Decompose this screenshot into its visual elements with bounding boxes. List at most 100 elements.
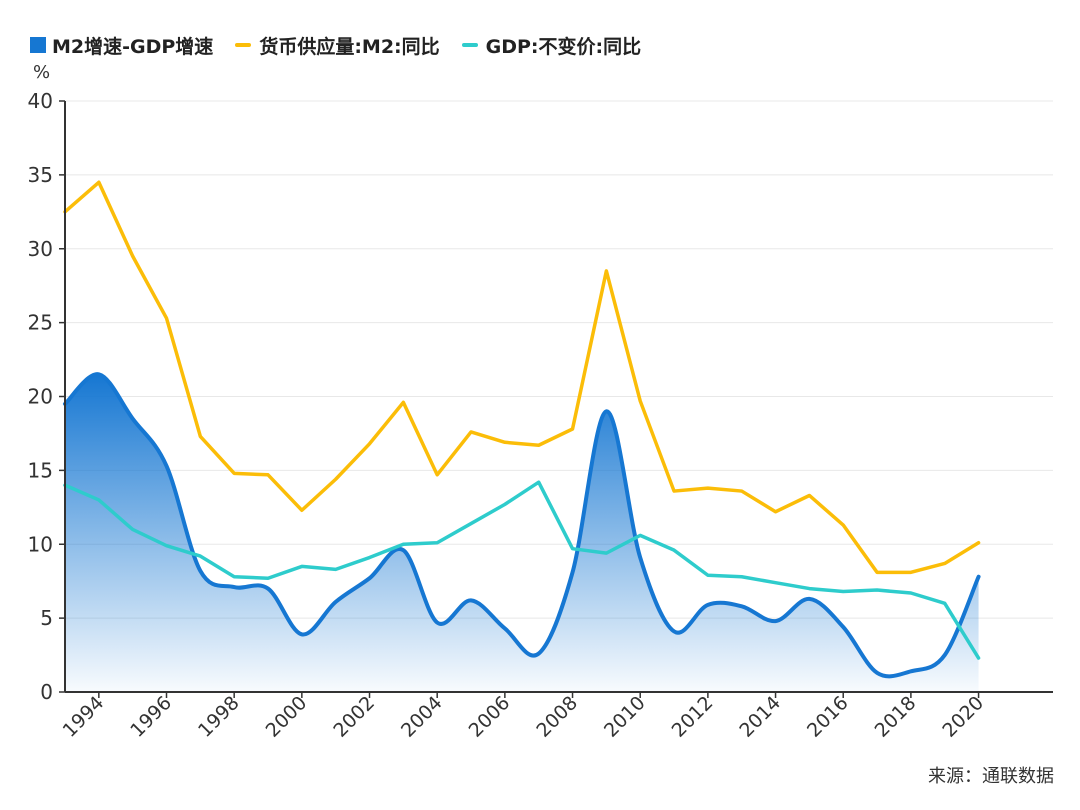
data-point-s2-2002: [368, 556, 372, 560]
data-point-s0-2012: [706, 603, 710, 607]
y-tick-label-15: 15: [28, 458, 53, 482]
data-point-s1-2006: [503, 440, 507, 444]
data-point-s1-2016: [841, 523, 845, 527]
series-line-0: [63, 372, 981, 679]
legend-swatch-m2: [235, 43, 252, 47]
data-point-s1-2001: [334, 477, 338, 481]
data-point-s0-1997: [198, 569, 202, 573]
data-point-s2-2020: [977, 656, 981, 660]
y-axis-unit-label: %: [33, 62, 51, 83]
data-point-s1-2004: [435, 473, 439, 477]
data-point-s0-2004: [435, 621, 439, 625]
data-point-s2-2011: [672, 548, 676, 552]
line-layer: [63, 180, 981, 679]
data-point-s0-2016: [841, 625, 845, 629]
data-point-s0-2001: [334, 600, 338, 604]
data-point-s0-1995: [131, 417, 135, 421]
data-point-s0-2000: [300, 632, 304, 636]
legend-item-gdp[interactable]: GDP:不变价:同比: [461, 32, 642, 59]
y-tick-label-40: 40: [28, 89, 53, 113]
y-tick-label-35: 35: [28, 163, 53, 187]
data-point-s0-1998: [232, 585, 236, 589]
data-point-s2-2018: [909, 591, 913, 595]
x-tick-label-2002: 2002: [329, 692, 379, 742]
data-point-s1-2012: [706, 486, 710, 490]
data-point-s1-2000: [300, 508, 304, 512]
x-tick-label-1994: 1994: [59, 692, 109, 742]
data-point-s1-2018: [909, 570, 913, 574]
data-point-s1-1994: [97, 180, 101, 184]
data-point-s1-2010: [638, 399, 642, 403]
data-point-s0-2019: [943, 653, 947, 657]
data-point-s0-2003: [401, 548, 405, 552]
data-point-s2-2006: [503, 502, 507, 506]
data-point-s1-2011: [672, 489, 676, 493]
series-area-fill-0: [65, 374, 979, 692]
x-tick-label-2018: 2018: [871, 692, 921, 742]
data-point-s0-2014: [774, 619, 778, 623]
data-point-s0-2008: [571, 570, 575, 574]
x-tick-label-2010: 2010: [600, 692, 650, 742]
source-note: 来源：通联数据: [928, 766, 1054, 787]
legend-swatch-gdp: [461, 43, 478, 47]
data-point-s0-2005: [469, 598, 473, 602]
y-tick-label-30: 30: [28, 237, 53, 261]
y-tick-label-10: 10: [28, 532, 53, 556]
data-point-s0-1994: [97, 372, 101, 376]
data-point-s1-2005: [469, 430, 473, 434]
data-point-s1-2020: [977, 541, 981, 545]
data-point-s1-2017: [875, 570, 879, 574]
data-point-s0-2020: [977, 575, 981, 579]
data-point-s1-2007: [537, 443, 541, 447]
data-point-s1-1996: [165, 316, 169, 320]
data-point-s1-2003: [401, 400, 405, 404]
data-point-s2-2001: [334, 567, 338, 571]
data-point-s0-2015: [807, 597, 811, 601]
x-tick-label-2000: 2000: [262, 692, 312, 742]
data-point-s2-2000: [300, 564, 304, 568]
x-tick-label-2014: 2014: [735, 692, 785, 742]
data-point-s2-2003: [401, 542, 405, 546]
data-point-s0-2017: [875, 671, 879, 675]
legend-item-m2[interactable]: 货币供应量:M2:同比: [235, 32, 440, 59]
data-point-s0-2006: [503, 626, 507, 630]
data-point-s1-2014: [774, 510, 778, 514]
x-tick-label-2004: 2004: [397, 692, 447, 742]
legend: M2增速-GDP增速 货币供应量:M2:同比 GDP:不变价:同比: [30, 30, 663, 60]
legend-label-gdp: GDP:不变价:同比: [485, 35, 642, 58]
data-point-s0-2009: [604, 409, 608, 413]
data-point-s1-1995: [131, 254, 135, 258]
data-point-s1-2015: [807, 493, 811, 497]
data-point-s2-2007: [537, 480, 541, 484]
legend-label-m2-gdp: M2增速-GDP增速: [52, 35, 214, 58]
data-point-s2-2008: [571, 547, 575, 551]
data-point-s2-2009: [604, 551, 608, 555]
data-point-s0-2007: [537, 652, 541, 656]
data-point-s2-1997: [198, 554, 202, 558]
data-point-s1-2002: [368, 442, 372, 446]
data-point-s0-1999: [266, 587, 270, 591]
data-point-s1-1999: [266, 473, 270, 477]
data-point-s0-2002: [368, 576, 372, 580]
data-point-s2-2012: [706, 573, 710, 577]
data-point-s2-1995: [131, 527, 135, 531]
legend-item-m2-gdp[interactable]: M2增速-GDP增速: [30, 32, 213, 59]
x-tick-label-1998: 1998: [194, 692, 244, 742]
data-point-s2-1999: [266, 576, 270, 580]
data-point-s1-2019: [943, 561, 947, 565]
data-point-s1-2013: [740, 489, 744, 493]
axis-layer: [59, 100, 1053, 698]
data-point-s2-2005: [469, 522, 473, 526]
data-point-s0-1996: [165, 464, 169, 468]
series-line-1: [63, 180, 981, 575]
y-tick-label-5: 5: [40, 606, 53, 630]
x-tick-label-2012: 2012: [668, 692, 718, 742]
data-point-s1-1997: [198, 434, 202, 438]
data-point-s2-1996: [165, 544, 169, 548]
data-point-s2-2016: [841, 590, 845, 594]
x-tick-label-2006: 2006: [465, 692, 515, 742]
data-point-s2-2004: [435, 541, 439, 545]
series-line-2: [63, 480, 981, 660]
data-point-s0-2010: [638, 556, 642, 560]
y-tick-label-20: 20: [28, 385, 53, 409]
